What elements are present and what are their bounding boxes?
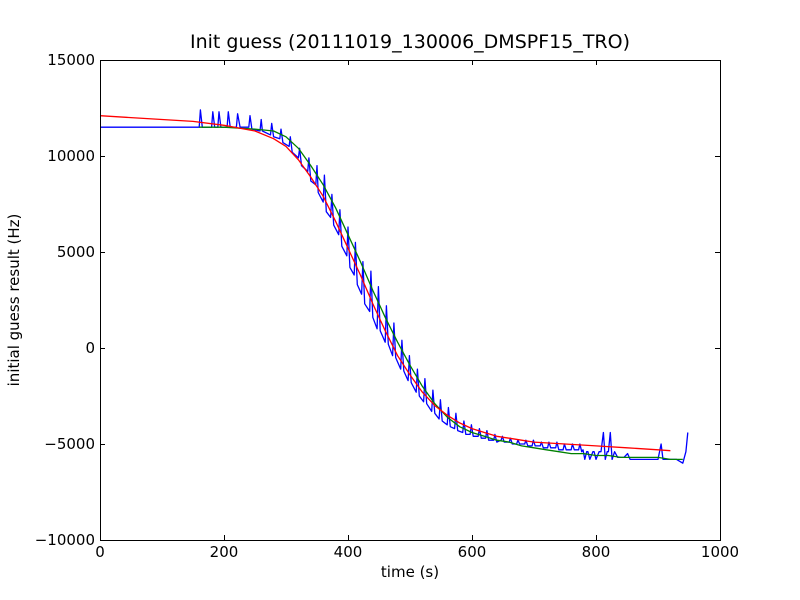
x-tick-label: 0: [95, 543, 105, 561]
series-line-1: [100, 109, 689, 464]
x-tick-label: 800: [582, 543, 611, 561]
y-tick-label: 15000: [47, 51, 95, 69]
x-tick-label: 600: [458, 543, 487, 561]
series-line-2: [199, 126, 683, 461]
y-tick-label: 5000: [57, 243, 95, 261]
y-tick-label: −10000: [35, 531, 95, 549]
x-axis-label: time (s): [381, 563, 439, 581]
y-tick-label: 0: [85, 339, 95, 357]
series-line-3: [99, 115, 671, 452]
series-layer: [99, 109, 689, 464]
chart-title: Init guess (20111019_130006_DMSPF15_TRO): [190, 31, 630, 53]
y-axis-label: initial guess result (Hz): [5, 214, 23, 387]
x-tick-label: 200: [210, 543, 239, 561]
plot-frame: [100, 60, 721, 541]
x-tick-label: 1000: [701, 543, 739, 561]
x-tick-label: 400: [334, 543, 363, 561]
tick-layer: 0 200 400 600 800 1000 −10000 −5000 0 5000 10000 15…: [35, 51, 739, 561]
y-tick-label: −5000: [44, 435, 95, 453]
y-tick-label: 10000: [47, 147, 95, 165]
